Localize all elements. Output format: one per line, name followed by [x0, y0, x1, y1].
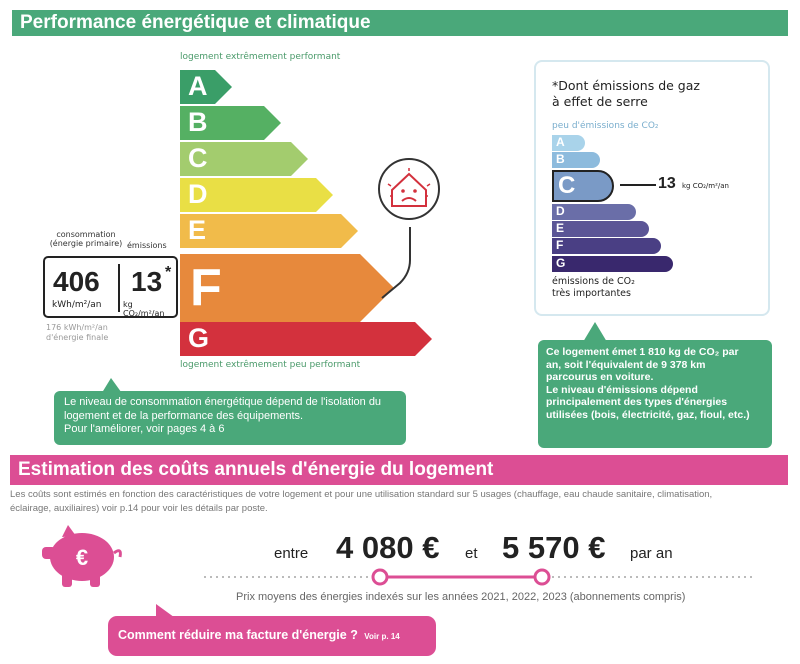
co2-current-value: 13 [658, 175, 676, 192]
co2-class-a: A [552, 135, 585, 151]
co2-class-letter: G [556, 256, 566, 270]
final-energy: 176 kWh/m²/an d'énergie finale [46, 323, 109, 342]
scale-top-label: logement extrêmement performant [180, 52, 341, 62]
performance-section-header: Performance énergétique et climatique [12, 10, 788, 36]
piggy-bank-icon: € [42, 525, 122, 587]
consumption-label: consommation (énergie primaire) [49, 230, 123, 248]
co2-class-letter: B [556, 152, 565, 166]
reduce-bill-button[interactable]: Comment réduire ma facture d'énergie ? V… [108, 616, 436, 656]
co2-class-letter: E [556, 221, 565, 235]
co2-class-b: B [552, 152, 600, 168]
callout-line: Le niveau de consommation énergétique dé… [64, 396, 382, 408]
energy-class-letter: G [188, 323, 210, 353]
consumption-value: 406 [53, 266, 100, 297]
energy-class-c: C [180, 142, 308, 176]
cta-page-ref: Voir p. 14 [364, 632, 400, 641]
performance-title: Performance énergétique et climatique [20, 12, 371, 33]
energy-class-a: A [180, 70, 232, 104]
energy-class-b: B [180, 106, 281, 140]
energy-class-e: E [180, 214, 358, 248]
co2-info-callout: Ce logement émet 1 810 kg de CO₂ par an,… [538, 340, 772, 448]
house-drawing [387, 168, 431, 207]
energy-info-callout: Le niveau de consommation énergétique dé… [54, 391, 406, 445]
scale-bottom-label: logement extrêmement peu performant [180, 360, 361, 370]
callout-line: parcourus en voiture. [546, 371, 654, 384]
callout-line: Pour l'améliorer, voir pages 4 à 6 [64, 423, 225, 435]
co2-class-letter: C [558, 172, 576, 199]
co2-class-g: G [552, 256, 673, 272]
co2-class-letter: D [556, 204, 565, 218]
co2-title: *Dont émissions de gaz à effet de serre [552, 78, 700, 109]
co2-class-letter: F [556, 238, 564, 252]
emissions-asterisk: * [165, 264, 172, 281]
emissions-unit: kg CO₂/m²/an [123, 300, 165, 318]
energy-class-letter: E [188, 215, 207, 245]
co2-class-c: C [552, 170, 614, 202]
co2-class-e: E [552, 221, 649, 237]
callout-line: utilisées (bois, électricité, gaz, fioul… [546, 408, 750, 421]
co2-callout-pointer [583, 322, 607, 342]
cost-high-value: 5 570 € [502, 530, 606, 565]
energy-class-f: F [180, 254, 394, 322]
energy-class-letter: C [188, 143, 208, 173]
co2-pointer-line [620, 184, 656, 186]
cost-suffix: par an [630, 545, 673, 562]
co2-bottom-label: émissions de CO₂ très importantes [552, 276, 635, 299]
emissions-value: 13 [131, 266, 163, 297]
co2-panel: *Dont émissions de gaz à effet de serre … [534, 60, 770, 316]
energy-class-g: G [180, 322, 432, 356]
co2-top-label: peu d'émissions de CO₂ [552, 121, 659, 131]
energy-class-letter: D [188, 179, 208, 209]
sad-house-icon [378, 158, 440, 220]
energy-class-d: D [180, 178, 333, 212]
costs-title: Estimation des coûts annuels d'énergie d… [18, 459, 494, 480]
callout-line: Ce logement émet 1 810 kg de CO₂ par [546, 346, 739, 358]
energy-class-letter: B [188, 107, 208, 137]
co2-class-f: F [552, 238, 661, 254]
co2-class-d: D [552, 204, 636, 220]
co2-current-unit: kg CO₂/m²/an [682, 182, 729, 190]
cost-range-line [204, 568, 756, 586]
value-separator [118, 264, 120, 312]
cta-label: Comment réduire ma facture d'énergie ? [118, 628, 358, 642]
callout-line: Le niveau d'émissions dépend [546, 383, 698, 396]
costs-section-header: Estimation des coûts annuels d'énergie d… [10, 455, 788, 485]
consumption-unit: kWh/m²/an [52, 300, 102, 310]
cost-note: Prix moyens des énergies indexés sur les… [236, 591, 686, 603]
callout-line: principalement des types d'énergies [546, 396, 728, 409]
co2-class-letter: A [556, 135, 565, 149]
piggy-euro-symbol: € [76, 545, 88, 570]
energy-class-letter: A [188, 71, 208, 101]
connector-line [381, 227, 411, 299]
callout-line: logement et de la performance des équipe… [64, 409, 304, 422]
costs-description: Les coûts sont estimés en fonction des c… [10, 489, 713, 514]
energy-class-letter: F [190, 259, 222, 317]
emissions-label: émissions [127, 241, 167, 250]
cost-low-value: 4 080 € [336, 530, 440, 565]
callout-line: an, soit l'équivalent de 9 378 km [546, 358, 706, 371]
cost-prefix: entre [274, 545, 309, 562]
cost-connector: et [465, 545, 478, 562]
energy-values-box: 406 kWh/m²/an 13 * kg CO₂/m²/an [43, 256, 178, 318]
